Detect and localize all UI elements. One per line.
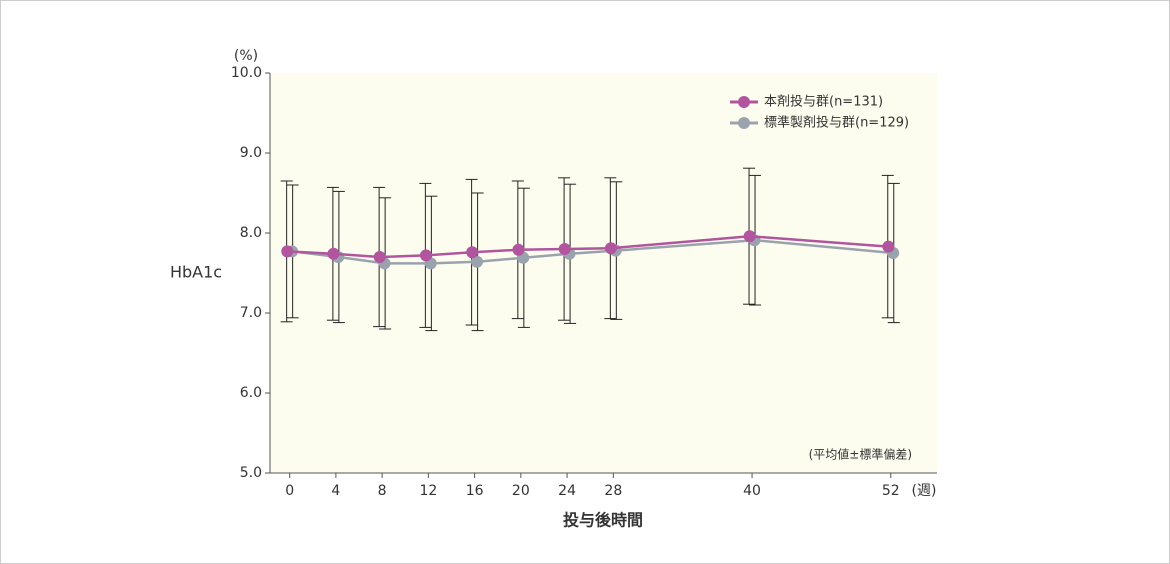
note: (平均値±標準偏差): [809, 447, 912, 462]
x-tick-label: 8: [378, 483, 387, 499]
x-tick-label: 40: [743, 483, 761, 499]
point: [512, 243, 525, 256]
legend-label: 標準製剤投与群(n=129): [764, 115, 909, 131]
plot-area: [270, 73, 937, 473]
x-tick-label: 24: [558, 483, 576, 499]
point: [419, 249, 432, 262]
point: [604, 242, 617, 255]
y-tick-label: 6.0: [240, 385, 262, 401]
x-tick-label: 28: [604, 483, 622, 499]
point: [471, 255, 484, 268]
point: [743, 230, 756, 243]
x-tick-label: 12: [419, 483, 437, 499]
y-axis-label: HbA1c: [170, 263, 222, 282]
legend-label: 本剤投与群(n=131): [764, 94, 883, 110]
x-axis-label: 投与後時間: [563, 511, 643, 530]
point: [327, 247, 340, 260]
x-tick-label: 52: [882, 483, 900, 499]
x-tick-label: 16: [466, 483, 484, 499]
legend-marker: [738, 96, 750, 108]
series-line: [291, 238, 894, 265]
x-tick-label: 20: [512, 483, 530, 499]
point: [466, 246, 479, 259]
y-tick-label: 10.0: [231, 65, 262, 81]
point: [281, 245, 294, 258]
point: [882, 240, 895, 253]
series-line: [287, 234, 889, 259]
x-unit: (週): [912, 483, 937, 499]
y-tick-label: 9.0: [240, 145, 262, 161]
y-tick-label: 7.0: [240, 305, 262, 321]
point: [558, 243, 571, 255]
y-tick-label: 5.0: [240, 465, 262, 481]
y-tick-label: 8.0: [240, 225, 262, 241]
x-tick-label: 0: [285, 483, 294, 499]
point: [373, 251, 386, 263]
legend-marker: [738, 117, 750, 129]
y-unit: (%): [234, 48, 258, 64]
x-tick-label: 4: [331, 483, 340, 499]
